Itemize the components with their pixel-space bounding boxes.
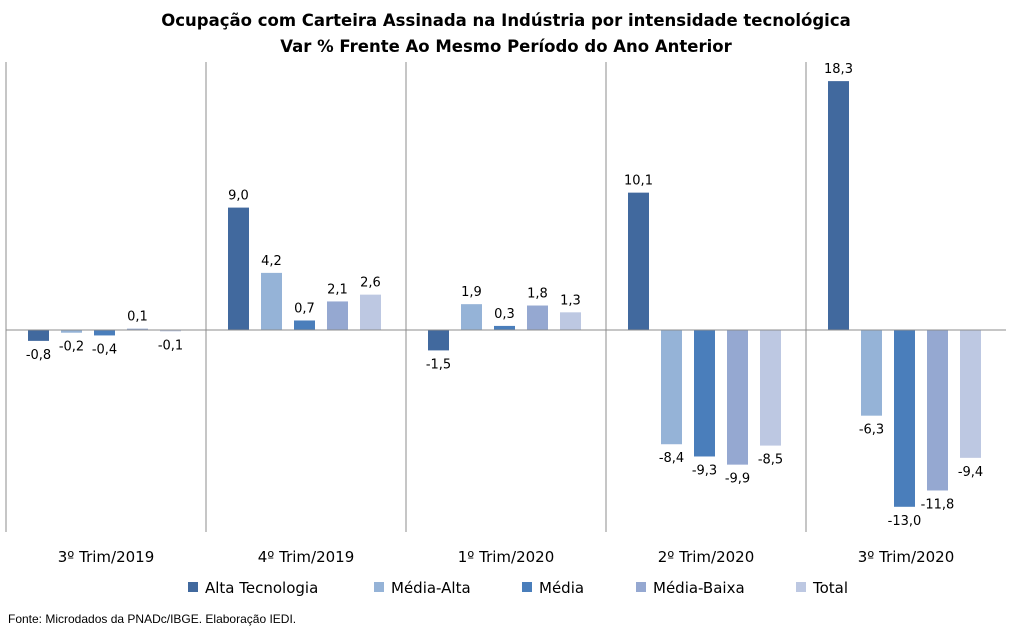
bar (360, 294, 381, 330)
bar (894, 330, 915, 507)
bar (760, 330, 781, 446)
bar (527, 305, 548, 330)
data-label: 1,8 (527, 287, 548, 302)
data-label: 4,2 (261, 254, 282, 269)
data-label: -0,2 (59, 340, 84, 355)
data-label: -9,3 (692, 463, 717, 478)
data-label: -9,4 (958, 465, 983, 480)
data-label: -9,9 (725, 472, 750, 487)
legend-swatch (522, 582, 532, 592)
bar (694, 330, 715, 457)
data-label: 0,1 (127, 310, 148, 325)
legend-label: Alta Tecnologia (205, 579, 318, 597)
bar (94, 330, 115, 336)
data-label: 1,9 (461, 285, 482, 300)
legend-swatch (188, 582, 198, 592)
data-label: 0,7 (294, 301, 315, 316)
chart-subtitle: Var % Frente Ao Mesmo Período do Ano Ant… (280, 37, 732, 56)
legend-label: Total (812, 579, 848, 597)
data-label: 9,0 (228, 189, 249, 204)
category-label: 3º Trim/2019 (58, 548, 155, 566)
legend-swatch (374, 582, 384, 592)
bar (927, 330, 948, 491)
bar (560, 312, 581, 330)
category-label: 2º Trim/2020 (658, 548, 755, 566)
category-label: 1º Trim/2020 (458, 548, 555, 566)
data-label: -8,4 (659, 451, 684, 466)
bar (261, 272, 282, 330)
data-label: -13,0 (888, 514, 922, 529)
bar (828, 81, 849, 331)
data-label: 2,1 (327, 282, 348, 297)
bar (61, 330, 82, 333)
bar (628, 192, 649, 330)
data-label: 10,1 (624, 174, 653, 189)
bar (461, 304, 482, 330)
bar (127, 328, 148, 330)
data-label: -8,5 (758, 453, 783, 468)
source-note: Fonte: Microdados da PNADc/IBGE. Elabora… (8, 612, 297, 626)
bar (861, 330, 882, 416)
legend-label: Média-Baixa (653, 579, 745, 597)
bar (727, 330, 748, 465)
category-label: 3º Trim/2020 (858, 548, 955, 566)
bar (228, 207, 249, 330)
bar (428, 330, 449, 351)
bar (160, 330, 181, 332)
legend-label: Média (539, 579, 584, 597)
legend-swatch (636, 582, 646, 592)
bar (960, 330, 981, 458)
chart-title: Ocupação com Carteira Assinada na Indúst… (161, 11, 851, 30)
category-label: 4º Trim/2019 (258, 548, 355, 566)
data-label: -0,1 (158, 338, 183, 353)
data-label: 1,3 (560, 293, 581, 308)
legend-swatch (796, 582, 806, 592)
bar (28, 330, 49, 341)
data-label: -6,3 (859, 423, 884, 438)
bar (494, 325, 515, 330)
data-label: -1,5 (426, 357, 451, 372)
bar (327, 301, 348, 330)
data-label: -0,8 (26, 348, 51, 363)
data-label: 18,3 (824, 62, 853, 77)
bar (661, 330, 682, 445)
data-label: -0,4 (92, 342, 117, 357)
legend-label: Média-Alta (391, 579, 471, 597)
data-label: 0,3 (494, 307, 515, 322)
data-label: -11,8 (921, 497, 955, 512)
bar (294, 320, 315, 330)
data-label: 2,6 (360, 276, 381, 291)
